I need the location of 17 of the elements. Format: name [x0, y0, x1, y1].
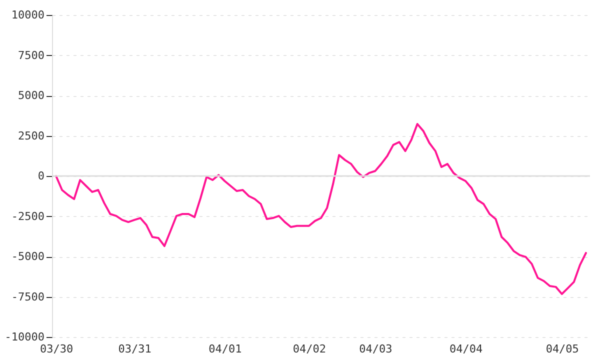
y-tick-label: -10000: [4, 330, 44, 344]
x-tick-label: 03/30: [40, 342, 74, 356]
line-series: [55, 122, 587, 296]
y-tick-label: 10000: [11, 8, 44, 22]
y-tick-label: 2500: [18, 129, 44, 142]
x-tick-label: 04/02: [292, 342, 326, 356]
x-tick-label: 04/05: [546, 342, 579, 356]
x-tick-label: 03/31: [118, 342, 152, 356]
y-tick-label: -2500: [11, 210, 44, 223]
y-tick-label: 7500: [18, 48, 44, 62]
y-tick-label: -5000: [11, 250, 44, 263]
y-tick-label: 5000: [18, 89, 44, 102]
x-tick-label: 04/03: [359, 342, 392, 356]
y-tick-label: 0: [38, 170, 44, 182]
y-tick-label: -7500: [11, 290, 44, 304]
x-tick-label: 04/01: [208, 342, 242, 356]
x-tick-label: 04/04: [449, 342, 483, 356]
